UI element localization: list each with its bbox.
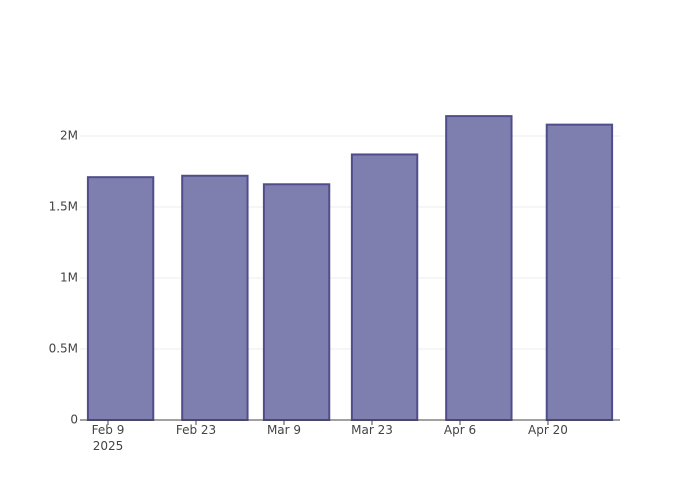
x-tick-label: Apr 6 [444, 423, 476, 437]
y-tick-label: 0 [70, 413, 78, 427]
bar [350, 153, 419, 421]
y-tick-label: 0.5M [49, 341, 78, 355]
y-tick-label: 2M [60, 128, 78, 142]
bar [445, 115, 513, 421]
bar [545, 123, 614, 421]
y-tick-label: 1.5M [49, 199, 78, 213]
bar [181, 174, 249, 421]
x-tick-label: Mar 23 [351, 423, 393, 437]
bar [262, 183, 331, 421]
y-tick-label: 1M [60, 270, 78, 284]
x-tick-label: Feb 9 2025 [92, 423, 125, 453]
x-tick-label: Mar 9 [267, 423, 301, 437]
x-tick-label: Apr 20 [528, 423, 568, 437]
x-tick-label: Feb 23 [176, 423, 216, 437]
bar [86, 176, 155, 421]
